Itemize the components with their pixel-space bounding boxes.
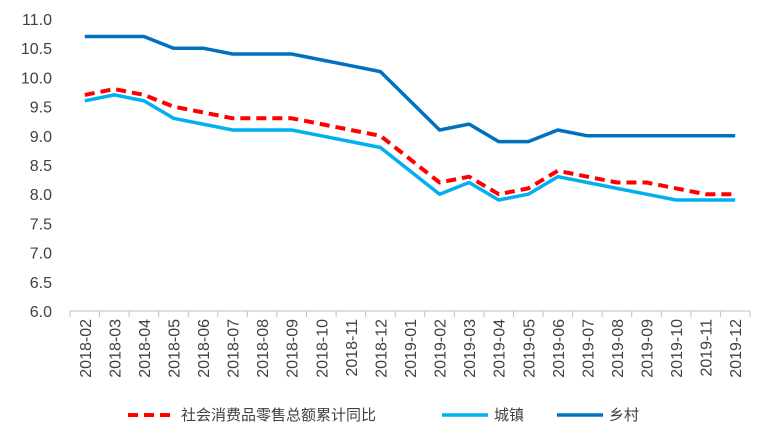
plot-area <box>84 34 736 202</box>
x-tick-label: 2019-11 <box>699 319 716 377</box>
x-tick-label: 2018-03 <box>107 319 124 378</box>
legend-label: 城镇 <box>494 406 524 424</box>
x-tick-label: 2018-12 <box>373 319 390 378</box>
x-tick-label: 2019-02 <box>433 319 450 378</box>
x-tick-label: 2019-08 <box>610 319 627 378</box>
y-tick-label: 9.5 <box>30 100 52 117</box>
x-tick-label: 2018-05 <box>166 319 183 378</box>
x-tick-label: 2019-07 <box>580 319 597 378</box>
y-tick-label: 6.0 <box>30 304 52 321</box>
series-line-1 <box>84 93 736 202</box>
x-tick-label: 2019-06 <box>551 319 568 378</box>
x-axis: 2018-02 2018-03 2018-04 2018-05 2018-06 2018-… <box>69 310 751 378</box>
legend-label: 乡村 <box>609 406 639 424</box>
x-tick-label: 2019-09 <box>640 319 657 378</box>
x-tick-label: 2018-02 <box>78 319 95 378</box>
series-line-0 <box>84 87 736 197</box>
x-tick-label: 2018-04 <box>137 319 154 378</box>
x-tick-label: 2018-09 <box>285 319 302 378</box>
y-tick-label: 8.0 <box>30 187 52 204</box>
series-line-2 <box>84 34 736 144</box>
x-tick-label: 2019-12 <box>728 319 745 378</box>
y-tick-label: 10.5 <box>21 41 52 58</box>
x-tick-label: 2018-08 <box>255 319 272 378</box>
x-tick-label: 2018-10 <box>314 319 331 378</box>
x-tick-label: 2019-05 <box>521 319 538 378</box>
y-tick-label: 7.5 <box>30 216 52 233</box>
x-tick-label: 2018-11 <box>344 319 361 377</box>
x-tick-label: 2019-01 <box>403 319 420 378</box>
y-tick-label: 10.0 <box>21 70 52 87</box>
legend: 社会消费品零售总额累计同比 城镇 乡村 <box>128 406 639 424</box>
x-tick-label: 2019-04 <box>492 319 509 378</box>
y-axis: 6.0 6.5 7.0 7.5 8.0 8.5 9.0 9.5 10.0 10.5 11.0 <box>21 12 52 321</box>
x-tick-label: 2019-10 <box>669 319 686 378</box>
x-tick-label: 2018-07 <box>226 319 243 378</box>
y-tick-label: 8.5 <box>30 158 52 175</box>
legend-label: 社会消费品零售总额累计同比 <box>181 406 376 424</box>
y-tick-label: 9.0 <box>30 129 52 146</box>
y-tick-label: 7.0 <box>30 246 52 263</box>
x-tick-label: 2018-06 <box>196 319 213 378</box>
y-tick-label: 6.5 <box>30 275 52 292</box>
x-tick-label: 2019-03 <box>462 319 479 378</box>
y-tick-label: 11.0 <box>22 12 52 29</box>
